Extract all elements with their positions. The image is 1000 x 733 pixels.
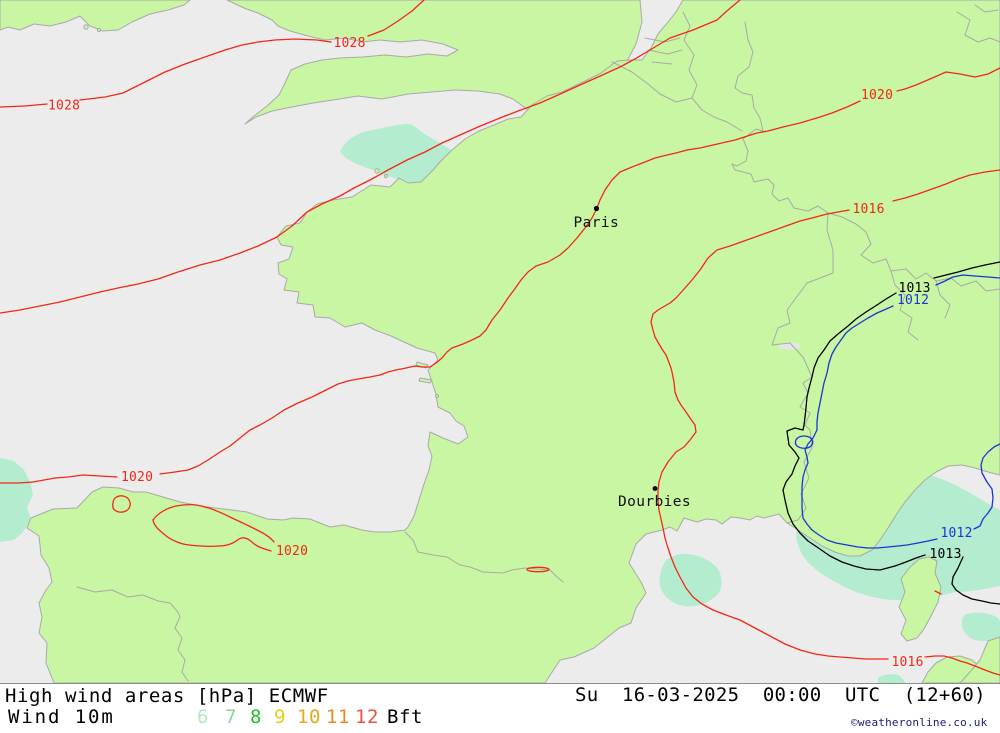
isobar-1012-path-main — [801, 305, 938, 549]
isobar-label-1020-spain: 1020 — [276, 544, 308, 559]
border-france-italy — [771, 212, 834, 524]
beaufort-unit: Bft — [387, 706, 423, 728]
isobar-1020-loop-spain-lower — [152, 519, 272, 552]
footer-subtitle: Wind 10m — [8, 706, 115, 728]
isobar-1028-path-mid — [79, 38, 332, 101]
land-island-oleron — [435, 394, 439, 398]
isobar-1012-path-east — [935, 274, 1000, 286]
isobar-label-1020-biscay: 1020 — [121, 470, 153, 485]
city-dot-paris — [593, 205, 600, 212]
borders — [76, 4, 1000, 682]
isobar-label-1012-liguria: 1012 — [941, 526, 973, 541]
isobar-1024-path — [0, 0, 741, 314]
coast-german-bight-2 — [974, 4, 999, 13]
isobar-1016-path-sardinia — [924, 655, 1000, 676]
isobar-label-1020-northeast: 1020 — [861, 88, 893, 103]
border-alps-spur-2 — [935, 280, 951, 319]
city-label-dourbies: Dourbies — [618, 494, 691, 510]
isobars-black — [782, 261, 1000, 605]
land-channel-island — [374, 168, 380, 174]
coast-german-bight-1 — [956, 11, 1000, 43]
land-channel-island — [383, 173, 389, 179]
isobar-1020-path-east — [896, 67, 1000, 92]
city-dot-dourbies — [652, 486, 658, 491]
wind-area-tyrrhenian — [961, 612, 1000, 642]
land-corsica — [898, 556, 942, 642]
isobar-label-1012-alps: 1012 — [897, 293, 929, 308]
isobar-label-1028-channel: 1028 — [334, 36, 366, 51]
isobar-1028-path-west — [0, 103, 48, 108]
city-label-paris: Paris — [574, 215, 620, 231]
isobar-mark-corsica — [934, 590, 942, 595]
border-alps-spur-1 — [890, 270, 919, 341]
isobar-label-1013-alps: 1013 — [899, 281, 931, 296]
border-rhine-east — [731, 21, 867, 233]
isobar-1016-path-east — [892, 169, 1000, 202]
footer: High wind areas [hPa] ECMWF Su 16-03-202… — [5, 684, 988, 729]
land-islet — [83, 24, 89, 30]
land-continent — [26, 0, 1000, 684]
land-ireland — [0, 0, 191, 32]
isobars-blue — [794, 274, 1000, 549]
isobar-1012-path-south — [973, 443, 1000, 530]
isobar-1020-loop-small — [112, 495, 131, 513]
coast-dutch-delta-1 — [644, 37, 681, 43]
isobar-1013-path-east — [933, 261, 1000, 279]
beaufort-scale-11: 11 — [326, 706, 350, 728]
border-netherlands — [682, 11, 698, 99]
land-islet — [96, 27, 102, 33]
beaufort-scale-10: 10 — [297, 706, 321, 728]
wind-area-west-iberia — [0, 458, 33, 542]
isobar-1016-path-main — [650, 209, 889, 660]
isobar-label-1013-liguria: 1013 — [930, 547, 962, 562]
border-pyrenees — [404, 531, 564, 583]
landmasses — [0, 0, 1000, 684]
isobar-1020-path-main — [159, 100, 861, 475]
beaufort-scale-8: 8 — [250, 706, 262, 728]
beaufort-scale-6: 6 — [197, 706, 209, 728]
coast-dutch-delta-3 — [651, 61, 673, 65]
border-portugal — [76, 586, 189, 682]
land-island-re — [418, 377, 433, 384]
beaufort-scale-9: 9 — [274, 706, 286, 728]
isobar-1020-loop-spain-upper — [152, 503, 275, 543]
coast-dutch-delta-2 — [647, 49, 683, 55]
beaufort-scale-7: 7 — [225, 706, 237, 728]
city-markers: Paris Dourbies — [574, 205, 691, 510]
wind-area-bonifacio — [878, 674, 906, 683]
isobar-small-loop-pyrenees — [526, 566, 550, 573]
isobar-1013-path-main — [782, 292, 926, 571]
border-belgium — [611, 61, 743, 132]
border-switzerland-italy — [860, 231, 1000, 292]
footer-background — [0, 684, 1000, 733]
isobar-labels: 1028 1028 1020 1016 1013 1012 1020 1020 … — [48, 36, 973, 670]
footer-title: High wind areas [hPa] ECMWF — [5, 685, 329, 707]
footer-timestamp: Su 16-03-2025 00:00 UTC (12+60) — [575, 684, 986, 706]
isobar-label-1028-west: 1028 — [48, 99, 80, 114]
isobar-1020-path-biscay — [0, 474, 118, 484]
isobar-1012-loop-small — [794, 435, 814, 449]
isobar-1028-path-east — [367, 0, 425, 37]
beaufort-scale-12: 12 — [355, 706, 379, 728]
isobar-1013-path-south — [951, 556, 1000, 605]
isobar-label-1016-northeast: 1016 — [853, 202, 885, 217]
isobars-red — [0, 0, 1000, 676]
credit-link[interactable]: ©weatheronline.co.uk — [851, 716, 988, 729]
isobar-label-1016-south: 1016 — [892, 655, 924, 670]
